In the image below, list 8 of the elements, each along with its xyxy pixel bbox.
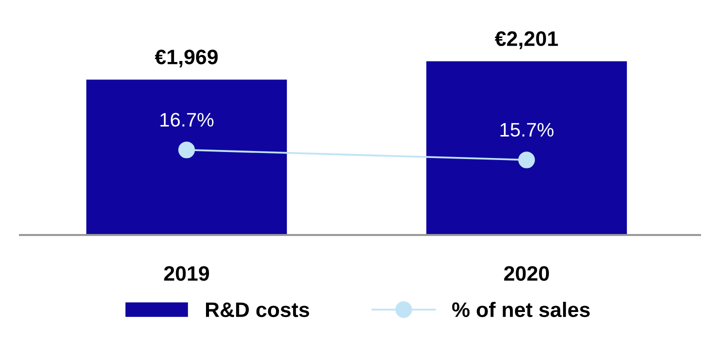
legend-label: % of net sales — [452, 302, 590, 318]
data-label: 16.7% — [160, 112, 214, 127]
data-label: €1,969 — [154, 50, 218, 68]
legend-label: R&D costs — [206, 302, 310, 318]
data-label: 15.7% — [500, 122, 554, 137]
x-tick-label: 2019 — [164, 266, 210, 281]
x-tick-label: 2020 — [504, 266, 549, 281]
data-label: €2,201 — [494, 31, 558, 50]
